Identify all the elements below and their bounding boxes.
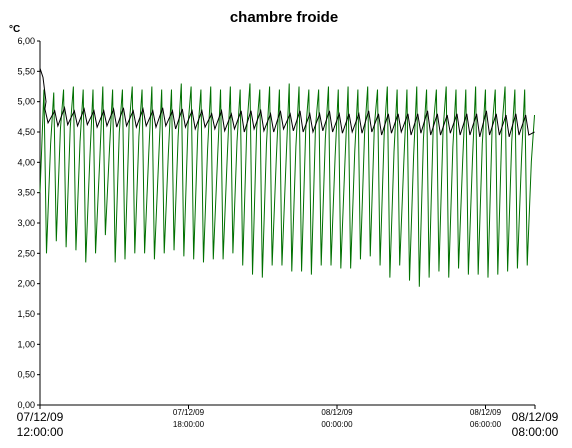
- y-tick-label: 1,00: [17, 339, 35, 349]
- y-tick-label: 6,00: [17, 36, 35, 46]
- y-tick-label: 0,00: [17, 400, 35, 410]
- y-tick-label: 3,50: [17, 188, 35, 198]
- x-tick-time: 12:00:00: [17, 425, 64, 439]
- x-tick-time: 18:00:00: [173, 420, 205, 429]
- x-tick-date: 07/12/09: [17, 410, 64, 424]
- y-tick-label: 0,50: [17, 370, 35, 380]
- x-tick-date: 08/12/09: [512, 410, 559, 424]
- series-group: [39, 68, 536, 287]
- x-tick-time: 08:00:00: [512, 425, 559, 439]
- y-tick-label: 1,50: [17, 309, 35, 319]
- y-tick-label: 2,00: [17, 279, 35, 289]
- x-tick-date: 08/12/09: [321, 408, 353, 417]
- y-tick-label: 4,00: [17, 157, 35, 167]
- y-tick-label: 5,50: [17, 66, 35, 76]
- x-tick-date: 07/12/09: [173, 408, 205, 417]
- series-black-line: [39, 68, 535, 137]
- x-tick-time: 00:00:00: [321, 420, 353, 429]
- y-axis-unit: °C: [9, 24, 20, 35]
- y-tick-label: 2,50: [17, 248, 35, 258]
- y-tick-label: 4,50: [17, 127, 35, 137]
- x-ticks: 07/12/0912:00:0007/12/0918:00:0008/12/09…: [17, 405, 559, 439]
- y-tick-label: 5,00: [17, 97, 35, 107]
- x-tick-time: 06:00:00: [470, 420, 502, 429]
- y-ticks: 0,00 0,50 1,00 1,50 2,00 2,50 3,00 3,50 4,00 4,50…: [17, 36, 40, 410]
- y-tick-label: 3,00: [17, 218, 35, 228]
- chart-title: chambre froide: [230, 9, 338, 26]
- series-green-line: [39, 83, 536, 287]
- x-tick-date: 08/12/09: [470, 408, 502, 417]
